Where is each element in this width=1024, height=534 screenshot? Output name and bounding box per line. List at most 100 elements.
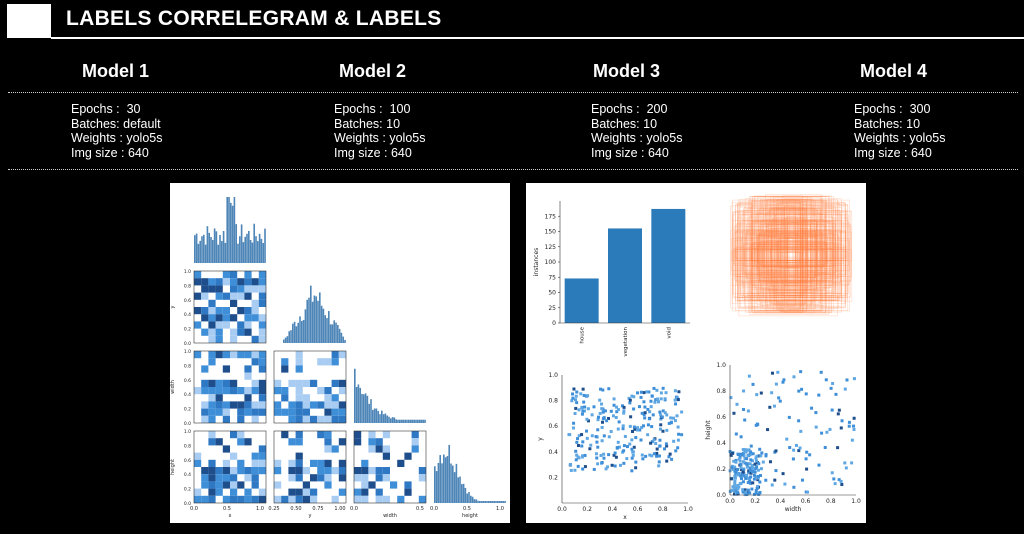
heatmap-cell [237, 321, 245, 329]
heatmap-cell [230, 351, 238, 359]
heatmap-cell [201, 307, 209, 315]
scatter-xy-point [661, 429, 665, 433]
scatter-xy-point [640, 425, 644, 429]
scatter-xy-point [601, 410, 605, 414]
heatmap-cell [201, 408, 209, 416]
histogram-bar [471, 496, 474, 503]
histogram-bar [482, 501, 485, 503]
scatter-tick-label: 0.4 [776, 498, 786, 505]
scatter-wh-point [758, 490, 762, 494]
heatmap-cell [274, 401, 282, 409]
scatter-wh-point [735, 485, 739, 489]
scatter-xy-point [665, 459, 669, 463]
tick-label: 0.0 [184, 501, 191, 507]
label-box [744, 206, 842, 307]
scatter-xy-point [600, 425, 604, 429]
scatter-xy-point [575, 401, 579, 405]
heatmap-cell [251, 307, 259, 315]
heatmap-cell [215, 328, 223, 336]
label-box [754, 241, 828, 267]
diagonal-histogram-y [283, 285, 346, 343]
label-box [754, 196, 823, 312]
heatmap-cell [324, 438, 332, 446]
heatmap-cell [258, 495, 266, 503]
label-box [775, 224, 803, 281]
heatmap-cell [215, 387, 223, 395]
heatmap-cell [201, 379, 209, 387]
label-box [759, 208, 821, 303]
label-box [768, 208, 817, 302]
scatter-wh-point [749, 458, 753, 462]
heatmap-cell [288, 408, 296, 416]
label-box [754, 246, 824, 268]
label-box [752, 196, 834, 311]
histogram-bar [317, 300, 319, 343]
scatter-wh-point [736, 473, 740, 477]
scatter-wh-point [837, 478, 841, 482]
scatter-tick-label: 0.0 [557, 506, 567, 513]
scatter-wh-point [772, 404, 776, 408]
scatter-wh-point [750, 487, 754, 491]
scatter-xy-point [607, 435, 611, 439]
histogram-bar [240, 224, 243, 263]
scatter-wh-point [751, 382, 755, 386]
heatmap-cell [338, 401, 346, 409]
scatter-wh-point [733, 482, 737, 486]
model-4-name: Model 4 [860, 61, 928, 81]
histogram-bar [239, 236, 241, 263]
label-box [746, 231, 838, 278]
label-box [787, 222, 799, 284]
scatter-xy-point [631, 453, 635, 457]
heatmap-cell [222, 307, 230, 315]
label-box [751, 252, 827, 262]
heatmap-cell [194, 271, 202, 279]
bar-tick-label: 100 [545, 259, 557, 266]
scatter-wh-point [747, 476, 751, 480]
heatmap-cell [354, 495, 362, 503]
scatter-xy-point [650, 454, 654, 458]
heatmap-cell [331, 415, 339, 423]
scatter-xy-point [643, 411, 647, 415]
heatmap-cell [244, 351, 252, 359]
heatmap-cell [375, 488, 383, 496]
label-box [749, 246, 838, 261]
x-axis-label: y [309, 513, 312, 519]
heatmap-cell [230, 292, 238, 300]
heatmap-cell [201, 285, 209, 293]
scatter-xy-point [613, 464, 617, 468]
label-box [780, 225, 802, 283]
title-underline [51, 37, 1024, 39]
heatmap-cell [251, 285, 259, 293]
label-box [777, 223, 810, 288]
label-box [757, 234, 825, 273]
scatter-xy-point [634, 436, 638, 440]
heatmap-cell [208, 278, 216, 286]
scatter-xy-point [570, 399, 574, 403]
histogram-bar [388, 416, 390, 423]
scatter-wh-point [741, 488, 745, 492]
scatter-xy-point [632, 407, 636, 411]
scatter-xy-point [586, 394, 590, 398]
scatter-wh-point [776, 370, 780, 374]
x-axis-label: height [462, 513, 478, 519]
tick-label: 0.6 [184, 458, 191, 464]
scatter-wh-point [733, 469, 737, 473]
heatmap-cell [230, 467, 238, 475]
heatmap-cell [244, 271, 252, 279]
histogram-bar [390, 418, 392, 423]
heatmap-cell [331, 495, 339, 503]
scatter-xy-point [576, 455, 580, 459]
scatter-wh-point [756, 476, 760, 480]
label-box [785, 238, 797, 268]
scatter-xy-point [655, 447, 659, 451]
histogram-bar [366, 395, 369, 423]
scatter-wh-point [749, 481, 753, 485]
heatmap-cell [317, 358, 325, 366]
heatmap-cell [201, 495, 209, 503]
scatter-wh-point [751, 481, 755, 485]
heatmap-cell [251, 387, 259, 395]
scatter-wh-point [852, 416, 856, 420]
scatter-xy-point [673, 389, 677, 393]
histogram-bar [224, 242, 227, 263]
label-box [743, 244, 835, 268]
